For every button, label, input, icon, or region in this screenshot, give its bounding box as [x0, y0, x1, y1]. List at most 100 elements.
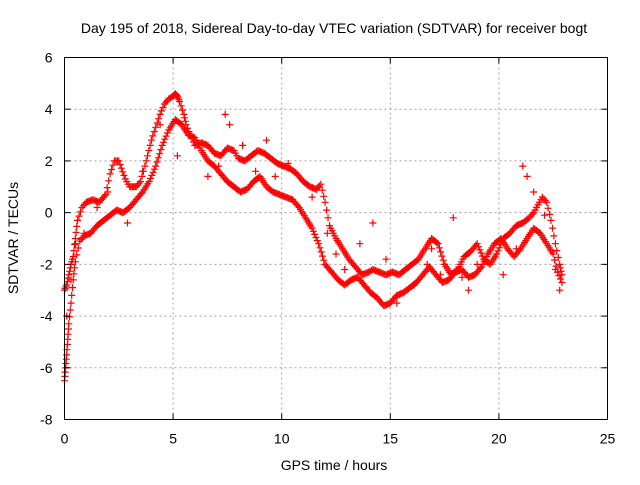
x-tick-label: 0 [61, 431, 69, 447]
x-tick-label: 5 [169, 431, 177, 447]
data-point [449, 214, 457, 222]
grid [64, 57, 608, 420]
data-point [173, 152, 181, 160]
x-tick-label: 10 [274, 431, 290, 447]
data-point [105, 177, 113, 185]
data-point [153, 158, 161, 166]
data-point [148, 171, 156, 179]
data-point [117, 164, 125, 172]
data-point [475, 243, 482, 251]
data-point [271, 172, 279, 180]
y-tick-label: -8 [40, 412, 53, 428]
data-point [66, 267, 74, 275]
data-point [71, 241, 79, 248]
data-point [156, 150, 164, 158]
data-point [70, 247, 78, 255]
data-point [477, 249, 485, 257]
data-point [317, 248, 325, 256]
data-point [308, 193, 316, 201]
data-point [156, 121, 164, 129]
data-point [139, 167, 147, 175]
data-point [149, 168, 157, 176]
data-point [156, 110, 164, 118]
data-point [356, 240, 364, 248]
data-point [72, 229, 80, 236]
data-point [410, 281, 418, 289]
data-point [141, 162, 149, 170]
data-point [312, 234, 320, 241]
data-point [556, 275, 564, 283]
tick-labels: 0 5 10 15 20 25 -8 -6 -4 -2 0 2 4 6 [40, 50, 615, 447]
data-point [434, 240, 442, 248]
data-point [158, 107, 165, 115]
data-point [115, 157, 123, 165]
data-point [149, 132, 157, 140]
data-point [551, 266, 559, 273]
data-point [157, 146, 165, 154]
data-point [252, 167, 260, 175]
data-point [147, 136, 155, 144]
data-point [323, 206, 331, 214]
data-point [65, 271, 73, 279]
data-point [239, 141, 247, 149]
data-point [309, 227, 317, 235]
y-tick-label: 2 [45, 153, 53, 169]
chart-title: Day 195 of 2018, Sidereal Day-to-day VTE… [81, 20, 587, 36]
data-point [104, 188, 112, 196]
data-point [473, 240, 481, 248]
data-point [159, 104, 167, 111]
y-tick-label: 4 [45, 101, 53, 117]
data-point [155, 115, 163, 123]
data-point [181, 114, 189, 122]
data-point [476, 246, 484, 254]
data-point [308, 224, 316, 232]
x-tick-label: 20 [491, 431, 507, 447]
data-point [315, 182, 323, 190]
data-point [547, 216, 555, 224]
data-point [473, 260, 481, 268]
data-point [437, 248, 445, 256]
data-point [135, 179, 143, 187]
data-point [67, 276, 75, 284]
x-axis-label: GPS time / hours [281, 457, 388, 473]
data-points [61, 90, 566, 385]
y-axis-label: SDTVAR / TECUs [5, 182, 21, 294]
data-point [519, 162, 527, 170]
data-point [221, 110, 229, 118]
data-point [137, 190, 145, 197]
data-point [66, 306, 74, 314]
data-point [73, 251, 81, 259]
data-point [263, 136, 270, 144]
data-point [119, 168, 127, 176]
y-tick-label: -4 [40, 308, 53, 324]
data-point [71, 240, 79, 248]
data-point [311, 230, 319, 238]
data-point [150, 128, 158, 136]
data-point [144, 152, 151, 160]
data-point [69, 284, 76, 292]
data-point [145, 147, 153, 155]
data-point [145, 178, 153, 186]
data-point [317, 180, 325, 188]
data-point [313, 237, 321, 245]
data-point [138, 172, 146, 180]
y-tick-label: -6 [40, 360, 53, 376]
data-point [152, 123, 160, 131]
data-point [176, 98, 184, 105]
data-point [556, 286, 564, 294]
data-point [71, 264, 79, 272]
data-point [318, 186, 326, 194]
data-point [393, 299, 401, 307]
data-point [551, 240, 559, 248]
data-point [515, 246, 523, 254]
data-point [465, 286, 472, 294]
data-point [493, 250, 501, 258]
data-point [369, 219, 377, 227]
data-point [428, 245, 436, 253]
data-point [204, 172, 212, 180]
data-point [544, 204, 552, 212]
data-point [320, 256, 328, 264]
data-point [120, 171, 128, 179]
data-point [439, 256, 447, 264]
data-point [284, 160, 292, 167]
